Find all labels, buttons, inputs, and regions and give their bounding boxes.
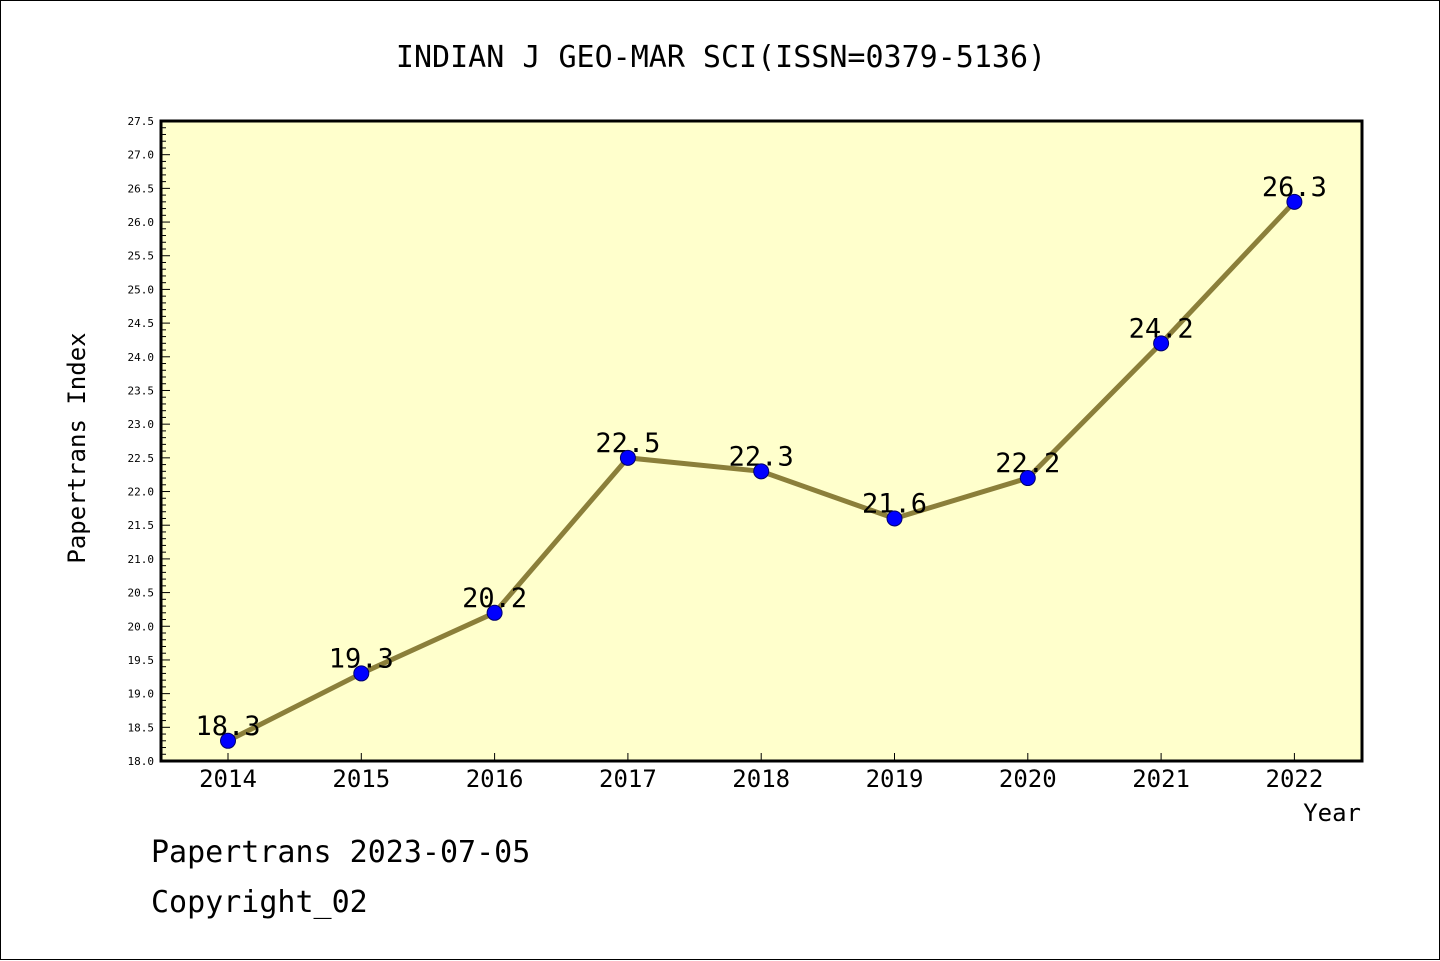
data-point-marker [886, 510, 903, 527]
y-tick-label: 26.5 [128, 182, 155, 195]
data-point-marker [619, 449, 636, 466]
y-tick-label: 25.5 [128, 250, 155, 263]
plot-area [159, 119, 1364, 763]
y-tick-label: 23.0 [128, 418, 155, 431]
x-tick-label: 2020 [999, 765, 1057, 793]
data-point-marker [1153, 335, 1170, 352]
y-tick-label: 22.0 [128, 486, 155, 499]
chart-title: INDIAN J GEO-MAR SCI(ISSN=0379-5136) [396, 40, 1046, 75]
y-axis-ticks: 18.0 18.5 19.0 19.5 20.0 20.5 21.0 21.5 22.0 22.5… [128, 115, 170, 768]
y-tick-label: 19.0 [128, 688, 155, 701]
x-tick-label: 2018 [732, 765, 790, 793]
data-point-marker [1019, 470, 1036, 487]
y-tick-label: 23.5 [128, 384, 155, 397]
data-point-marker [353, 665, 370, 682]
data-markers [220, 193, 1303, 749]
data-point-marker [220, 732, 236, 749]
y-tick-label: 27.5 [128, 115, 155, 128]
data-point-marker [1286, 193, 1303, 210]
x-tick-label: 2015 [332, 765, 390, 793]
x-axis-ticks: 2014 2015 2016 2017 2018 2019 2020 2021 2022 [199, 753, 1323, 793]
y-tick-label: 21.0 [128, 553, 155, 566]
y-axis-title: Papertrans Index [63, 332, 91, 563]
data-point-marker [486, 604, 503, 621]
data-point-marker [753, 463, 770, 480]
x-tick-label: 2022 [1266, 765, 1324, 793]
x-tick-label: 2019 [866, 765, 924, 793]
x-tick-label: 2016 [466, 765, 524, 793]
y-tick-label: 20.0 [128, 620, 155, 633]
y-tick-label: 22.5 [128, 452, 155, 465]
x-axis-title: Year [1303, 799, 1361, 827]
y-tick-label: 21.5 [128, 519, 155, 532]
footer-copyright: Copyright_02 [151, 885, 368, 920]
x-tick-label: 2021 [1132, 765, 1190, 793]
y-tick-label: 18.0 [128, 755, 155, 768]
y-tick-label: 19.5 [128, 654, 155, 667]
y-tick-label: 18.5 [128, 721, 155, 734]
y-tick-label: 26.0 [128, 216, 155, 229]
y-tick-label: 27.0 [128, 149, 155, 162]
y-tick-label: 24.0 [128, 351, 155, 364]
y-tick-label: 24.5 [128, 317, 155, 330]
footer-date-line: Papertrans 2023-07-05 [151, 835, 531, 870]
x-tick-label: 2017 [599, 765, 657, 793]
y-tick-label: 25.0 [128, 283, 155, 296]
y-tick-label: 20.5 [128, 587, 155, 600]
x-tick-label: 2014 [199, 765, 257, 793]
